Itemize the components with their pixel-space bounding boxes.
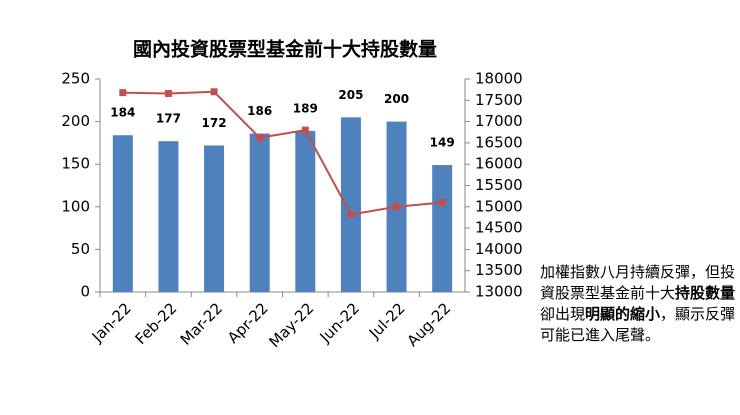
value-label: 172 (202, 116, 227, 130)
bar (204, 145, 225, 292)
y2-tick-label: 16500 (475, 133, 523, 151)
bar (158, 141, 179, 292)
x-tick-label: Mar-22 (177, 299, 226, 348)
value-label: 200 (384, 92, 409, 106)
y-tick-label: 200 (61, 112, 90, 130)
y2-tick-label: 16000 (475, 155, 523, 173)
value-label: 186 (247, 104, 272, 118)
marker (210, 88, 218, 96)
bar (340, 117, 361, 292)
value-label: 189 (293, 101, 318, 115)
y2-tick-label: 18000 (475, 70, 523, 88)
bar (432, 165, 453, 292)
annotation-text: ，顯示反彈可能已進入尾聲。 (540, 305, 736, 344)
line (122, 90, 443, 216)
marker (393, 203, 401, 211)
bar (295, 130, 316, 292)
value-label: 184 (110, 106, 135, 120)
y-tick-label: 250 (61, 70, 90, 88)
y2-tick-label: 13500 (475, 261, 523, 279)
y2-tick-label: 17000 (475, 112, 523, 130)
y2-tick-label: 14500 (475, 219, 523, 237)
annotation-text: 卻出現 (540, 305, 586, 323)
y-tick-label: 50 (71, 240, 90, 258)
x-tick-label: Jun-22 (316, 299, 363, 346)
annotation-text: 明顯的縮小 (585, 305, 661, 323)
value-label: 149 (430, 136, 455, 150)
x-tick-label: Feb-22 (132, 299, 181, 348)
x-tick-label: May-22 (266, 299, 318, 351)
marker (301, 126, 309, 134)
y-tick-label: 150 (61, 155, 90, 173)
y2-tick-label: 13000 (475, 283, 523, 301)
marker (164, 89, 172, 97)
marker (256, 134, 264, 142)
marker (438, 199, 446, 207)
chart-title: 國內投資股票型基金前十大持股數量 (133, 38, 437, 61)
y2-tick-label: 14000 (475, 240, 523, 258)
value-label: 177 (156, 112, 181, 126)
x-tick-label: Aug-22 (403, 299, 454, 350)
x-tick-label: Jul-22 (365, 299, 409, 343)
value-label: 205 (338, 88, 363, 102)
bar (112, 135, 133, 292)
x-tick-label: Jan-22 (88, 299, 135, 346)
y2-tick-label: 15000 (475, 197, 523, 215)
y2-tick-label: 17500 (475, 91, 523, 109)
bar (249, 133, 270, 292)
marker (347, 210, 355, 218)
annotation-text: 加權指數八月持續反彈，但投資股票型基金前十大 (540, 263, 736, 302)
annotation: 加權指數八月持續反彈，但投資股票型基金前十大持股數量卻出現明顯的縮小，顯示反彈可… (540, 262, 736, 346)
marker (119, 89, 127, 97)
x-tick-label: Apr-22 (224, 299, 272, 347)
y-tick-label: 0 (80, 283, 90, 301)
y2-tick-label: 15500 (475, 176, 523, 194)
annotation-text: 持股數量 (675, 284, 736, 302)
y-tick-label: 100 (61, 197, 90, 215)
